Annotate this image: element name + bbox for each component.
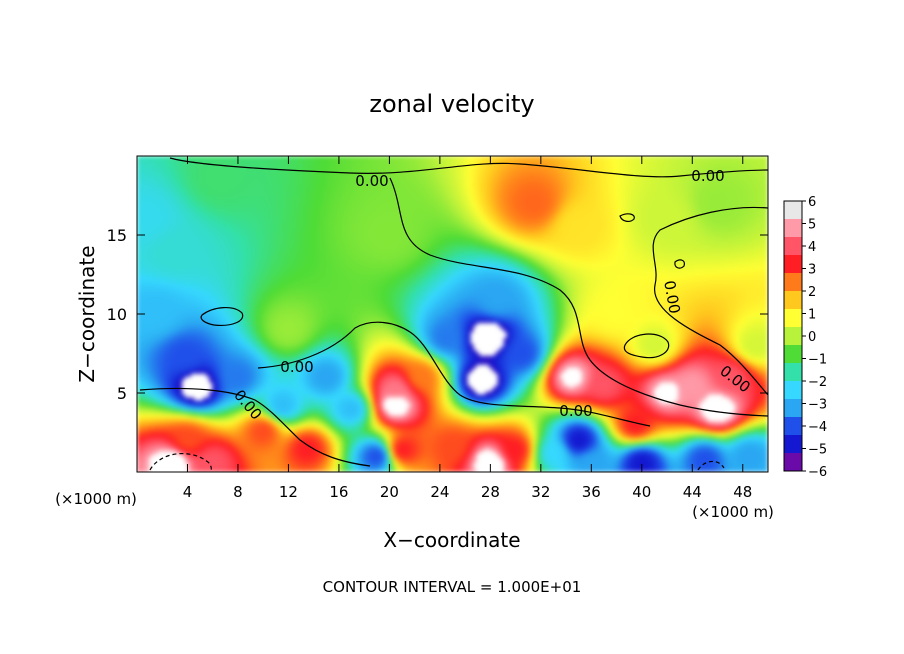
x-tick-label: 16 xyxy=(329,483,348,501)
colorbar-swatch xyxy=(784,399,802,418)
heatmap-field xyxy=(137,156,768,472)
x-tick-label: 48 xyxy=(733,483,752,501)
contour-closed-right-small xyxy=(674,259,685,269)
colorbar-swatch xyxy=(784,201,802,220)
x-axis-unit-left: (×1000 m) xyxy=(55,490,137,508)
chart-title: zonal velocity xyxy=(369,90,534,118)
colorbar-label: 3 xyxy=(808,263,816,278)
x-tick-label: 24 xyxy=(430,483,449,501)
colorbar-label: 1 xyxy=(808,308,816,323)
contour-interval-note: CONTOUR INTERVAL = 1.000E+01 xyxy=(323,578,582,596)
colorbar-label: −4 xyxy=(808,420,827,435)
colorbar-label: 4 xyxy=(808,240,816,255)
contour-negative-bottom-left xyxy=(149,453,212,472)
colorbar-swatch xyxy=(784,327,802,346)
colorbar-swatch xyxy=(784,309,802,328)
colorbar-swatch xyxy=(784,417,802,436)
y-tick-label: 10 xyxy=(107,305,127,324)
colorbar-swatch xyxy=(784,237,802,256)
contour-zero-left xyxy=(257,321,651,427)
contour-negative-bottom-right xyxy=(697,460,725,471)
colorbar-label: −1 xyxy=(808,353,827,368)
colorbar-label: 0 xyxy=(808,330,816,345)
velocity-heatmap xyxy=(137,156,768,472)
colorbar-swatch xyxy=(784,273,802,292)
contour-label: 0.00 xyxy=(280,358,313,376)
colorbar-label: −5 xyxy=(808,443,827,458)
y-tick-label: 5 xyxy=(117,384,127,403)
x-axis: 4 8 12 16 20 24 28 32 36 40 44 48 xyxy=(183,156,752,501)
colorbar-swatch xyxy=(784,255,802,274)
colorbar-swatch xyxy=(784,381,802,400)
colorbar-label: −2 xyxy=(808,375,827,390)
x-axis-label: X−coordinate xyxy=(383,528,520,552)
colorbar: 6 5 4 3 2 1 0 −1 −2 −3 −4 −5 −6 xyxy=(783,195,827,480)
x-tick-label: 44 xyxy=(683,483,702,501)
contour-label: 0.00 xyxy=(559,402,592,420)
x-axis-unit-right: (×1000 m) xyxy=(692,503,774,521)
x-tick-label: 20 xyxy=(380,483,399,501)
colorbar-label: 5 xyxy=(808,218,816,233)
colorbar-swatch xyxy=(784,219,802,238)
colorbar-label: −3 xyxy=(808,398,827,413)
colorbar-swatch xyxy=(784,453,802,472)
x-tick-label: 8 xyxy=(233,483,243,501)
colorbar-swatch xyxy=(784,345,802,364)
colorbar-label: −6 xyxy=(808,465,827,480)
colorbar-label: 2 xyxy=(808,285,816,300)
x-tick-label: 36 xyxy=(582,483,601,501)
contour-label: 0.00 xyxy=(691,167,724,185)
contour-label: 0.00 xyxy=(660,279,684,315)
contour-zero-middle xyxy=(389,177,768,417)
contour-lines xyxy=(139,157,768,472)
x-tick-label: 28 xyxy=(481,483,500,501)
colorbar-label: 6 xyxy=(808,195,816,210)
contour-zero-right xyxy=(652,206,768,396)
x-tick-label: 40 xyxy=(632,483,651,501)
x-tick-label: 12 xyxy=(279,483,298,501)
colorbar-swatch xyxy=(784,363,802,382)
contour-closed-right-blob xyxy=(623,333,670,359)
contour-label: 0.00 xyxy=(355,172,388,190)
contour-closed-upper-left xyxy=(200,307,244,326)
x-tick-label: 4 xyxy=(183,483,193,501)
y-axis: 5 10 15 xyxy=(107,226,768,403)
contour-closed-right xyxy=(619,213,635,222)
y-axis-label: Z−coordinate xyxy=(75,245,99,382)
contour-zero-top xyxy=(169,157,768,178)
colorbar-swatch xyxy=(784,435,802,454)
contour-zero-lower xyxy=(139,387,371,467)
colorbar-swatch xyxy=(784,291,802,310)
y-tick-label: 15 xyxy=(107,226,127,245)
x-tick-label: 32 xyxy=(531,483,550,501)
